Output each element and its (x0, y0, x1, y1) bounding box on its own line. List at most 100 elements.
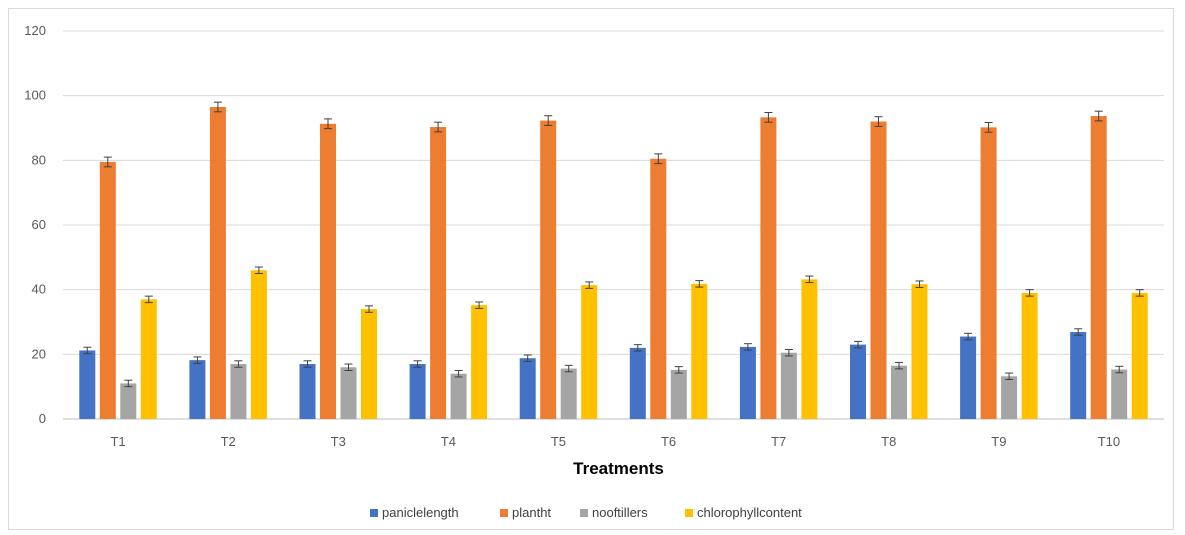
x-tick-label: T4 (441, 434, 456, 449)
x-tick-label: T6 (661, 434, 676, 449)
legend-swatch (500, 509, 508, 517)
bar-plantht-T8 (870, 121, 887, 420)
bar-plantht-T9 (980, 127, 997, 419)
bar-paniclelength-T10 (1070, 332, 1087, 419)
y-tick-label: 0 (39, 411, 46, 426)
bar-chlorophyllcontent-T4 (471, 305, 488, 419)
legend-item-chlorophyllcontent: chlorophyllcontent (685, 505, 802, 520)
y-tick-label: 40 (32, 282, 46, 297)
bar-chlorophyllcontent-T9 (1021, 292, 1038, 419)
error-bar-nooftillers-T4 (454, 370, 463, 378)
error-bar-chlorophyllcontent-T3 (365, 305, 373, 313)
bar-chlorophyllcontent-T1 (140, 299, 157, 419)
error-bar-paniclelength-T1 (83, 346, 92, 355)
bar-plantht-T4 (430, 127, 447, 419)
bar-nooftillers-T4 (450, 373, 467, 419)
bar-nooftillers-T8 (891, 365, 907, 419)
bar-chlorophyllcontent-T2 (250, 270, 267, 419)
bar-paniclelength-T7 (739, 346, 756, 419)
bar-nooftillers-T2 (230, 364, 247, 419)
x-tick-label: T7 (771, 434, 786, 449)
legend: paniclelength plantht nooftillers chlorophy… (370, 505, 802, 520)
bar-chlorophyllcontent-T10 (1131, 292, 1148, 419)
error-bar-chlorophyllcontent-T7 (805, 275, 814, 284)
error-bar-chlorophyllcontent-T10 (1135, 289, 1144, 297)
bar-nooftillers-T10 (1111, 369, 1128, 419)
bar-plantht-T7 (760, 117, 777, 419)
bar-plantht-T3 (320, 123, 336, 420)
bar-nooftillers-T6 (670, 369, 687, 419)
error-bar-plantht-T3 (324, 118, 332, 130)
error-bar-nooftillers-T8 (895, 361, 903, 370)
legend-swatch (370, 509, 378, 517)
y-tick-label: 80 (32, 152, 46, 167)
legend-label: chlorophyllcontent (697, 505, 802, 520)
error-bar-nooftillers-T3 (344, 363, 353, 371)
error-bar-nooftillers-T6 (674, 366, 683, 374)
x-tick-label: T1 (110, 434, 125, 449)
error-bar-chlorophyllcontent-T1 (144, 295, 153, 304)
bar-plantht-T1 (99, 161, 116, 419)
bar-paniclelength-T9 (960, 336, 977, 419)
bar-chlorophyllcontent-T5 (581, 285, 598, 419)
legend-item-nooftillers: nooftillers (580, 505, 648, 520)
error-bar-nooftillers-T10 (1115, 365, 1124, 374)
error-bar-chlorophyllcontent-T8 (915, 280, 924, 288)
bar-plantht-T10 (1090, 116, 1107, 419)
x-tick-label: T10 (1098, 434, 1120, 449)
error-bars (83, 101, 1144, 388)
error-bar-plantht-T1 (103, 156, 112, 168)
bar-paniclelength-T1 (79, 350, 96, 419)
legend-item-plantht: plantht (500, 505, 551, 520)
x-tick-label: T5 (551, 434, 566, 449)
bar-nooftillers-T3 (340, 367, 357, 419)
bar-plantht-T6 (650, 158, 667, 419)
error-bar-plantht-T10 (1094, 110, 1103, 122)
gridlines (63, 30, 1164, 420)
legend-label: nooftillers (592, 505, 648, 520)
x-tick-label: T9 (991, 434, 1006, 449)
bar-chlorophyllcontent-T7 (801, 279, 818, 419)
error-bar-chlorophyllcontent-T2 (254, 266, 263, 274)
error-bar-plantht-T4 (434, 121, 443, 133)
error-bar-plantht-T5 (544, 115, 553, 126)
error-bar-paniclelength-T3 (303, 360, 312, 368)
bar-plantht-T2 (209, 106, 226, 419)
error-bar-plantht-T2 (213, 101, 222, 113)
error-bar-nooftillers-T7 (784, 348, 793, 357)
x-tick-label: T2 (221, 434, 236, 449)
error-bar-nooftillers-T1 (124, 379, 133, 388)
bar-paniclelength-T5 (519, 358, 536, 419)
x-tick-label: T8 (881, 434, 896, 449)
bar-paniclelength-T4 (409, 364, 426, 419)
error-bar-paniclelength-T5 (523, 354, 532, 362)
error-bar-chlorophyllcontent-T5 (585, 281, 594, 289)
bar-paniclelength-T6 (629, 347, 646, 419)
legend-label: plantht (512, 505, 551, 520)
bars (79, 106, 1148, 420)
error-bar-paniclelength-T9 (964, 332, 973, 341)
y-tick-label: 60 (32, 217, 46, 232)
chart-frame: 0 20 40 60 80 100 120 T1 T2 T3 T4 T5 T6 T7 T8 T9 T10 Tr… (8, 8, 1174, 530)
y-tick-label: 100 (24, 88, 46, 103)
x-tick-label: T3 (331, 434, 346, 449)
error-bar-chlorophyllcontent-T9 (1025, 289, 1034, 297)
error-bar-nooftillers-T5 (564, 364, 573, 373)
y-tick-label: 20 (32, 346, 46, 361)
bar-chlorophyllcontent-T3 (361, 309, 377, 419)
bar-chart: 0 20 40 60 80 100 120 T1 T2 T3 T4 T5 T6 T7 T8 T9 T10 Tr… (24, 23, 1164, 520)
error-bar-paniclelength-T8 (854, 340, 862, 349)
bar-paniclelength-T3 (299, 364, 316, 419)
legend-swatch (685, 509, 693, 517)
bar-nooftillers-T5 (560, 368, 577, 419)
bar-chlorophyllcontent-T6 (691, 283, 708, 419)
error-bar-paniclelength-T10 (1074, 328, 1083, 336)
bar-plantht-T5 (540, 120, 557, 420)
x-axis-title: Treatments (573, 459, 664, 478)
error-bar-chlorophyllcontent-T6 (695, 280, 704, 288)
error-bar-paniclelength-T6 (633, 344, 642, 352)
legend-item-paniclelength: paniclelength (370, 505, 459, 520)
error-bar-nooftillers-T9 (1005, 372, 1014, 381)
y-tick-label: 120 (24, 23, 46, 38)
bar-paniclelength-T2 (189, 360, 206, 419)
